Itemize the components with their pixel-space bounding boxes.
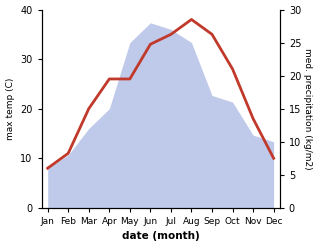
X-axis label: date (month): date (month) xyxy=(122,231,199,242)
Y-axis label: med. precipitation (kg/m2): med. precipitation (kg/m2) xyxy=(303,48,313,169)
Y-axis label: max temp (C): max temp (C) xyxy=(5,78,15,140)
